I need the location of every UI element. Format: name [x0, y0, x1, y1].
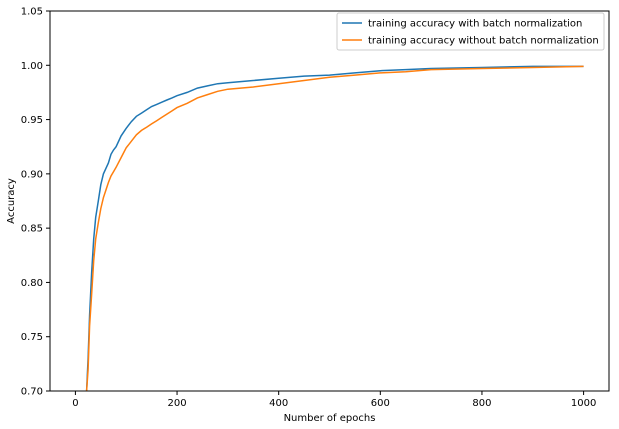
y-tick-label: 1.00: [21, 61, 43, 72]
x-tick-label: 800: [472, 398, 491, 409]
y-axis-label: Accuracy: [6, 178, 17, 224]
x-tick-label: 600: [371, 398, 390, 409]
legend-box: [336, 12, 605, 51]
x-axis-label: Number of epochs: [284, 413, 376, 424]
series-line-without-bn: [85, 65, 584, 391]
legend-label-with-bn: training accuracy with batch normalizati…: [368, 19, 582, 30]
y-tick-label: 0.70: [21, 387, 43, 398]
legend: training accuracy with batch normalizati…: [336, 12, 605, 51]
legend-label-without-bn: training accuracy without batch normaliz…: [368, 36, 599, 47]
x-axis-ticks: 0 200 400 600 800 1000: [72, 391, 596, 409]
x-tick-label: 400: [269, 398, 288, 409]
y-tick-label: 0.95: [21, 115, 43, 126]
y-tick-label: 0.85: [21, 224, 43, 235]
y-tick-label: 0.90: [21, 169, 43, 180]
y-tick-label: 0.75: [21, 332, 43, 343]
series-line-with-bn: [85, 65, 584, 391]
plot-frame: [49, 10, 610, 392]
x-tick-label: 200: [167, 398, 186, 409]
x-tick-label: 0: [72, 398, 78, 409]
plot-lines: [85, 65, 584, 391]
y-tick-label: 1.05: [21, 7, 43, 18]
x-tick-label: 1000: [571, 398, 596, 409]
y-axis-ticks: 0.70 0.75 0.80 0.85 0.90 0.95 1.00 1.05: [21, 7, 50, 398]
y-tick-label: 0.80: [21, 278, 43, 289]
